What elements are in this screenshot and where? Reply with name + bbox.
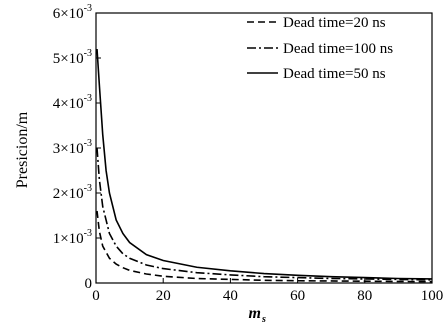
series-line-3 [96,48,433,280]
y-tick-label: 0 [85,276,93,292]
legend: Dead time=20 ns Dead time=100 ns Dead ti… [247,15,393,82]
y-axis-ticks: 0 1×10-3 2×10-3 3×10-3 4×10-3 5×10-3 6×10-3 [53,3,101,292]
y-tick-label: 5×10-3 [53,48,92,67]
x-tick-label: 100 [421,288,444,304]
y-axis-label: Presicion/m [14,111,31,188]
x-tick-label: 40 [223,288,238,304]
x-axis-ticks: 0 20 40 60 80 100 [92,278,443,304]
x-tick-label: 20 [156,288,171,304]
legend-label-2: Dead time=100 ns [283,41,393,57]
x-axis-label: m s [249,305,266,325]
legend-label-1: Dead time=20 ns [283,15,386,31]
x-tick-label: 0 [92,288,100,304]
series-line-2 [96,147,433,281]
y-tick-label: 1×10-3 [53,228,92,247]
series-line-1 [96,210,433,283]
y-tick-label: 6×10-3 [53,3,92,22]
y-tick-label: 2×10-3 [53,183,92,202]
y-tick-label: 4×10-3 [53,93,92,112]
y-tick-label: 3×10-3 [53,138,92,157]
series-lines [96,48,433,283]
x-axis-label-subscript: s [261,314,266,325]
x-axis-label-main: m [249,305,261,322]
x-tick-label: 80 [357,288,372,304]
legend-label-3: Dead time=50 ns [283,66,386,82]
x-tick-label: 60 [290,288,305,304]
